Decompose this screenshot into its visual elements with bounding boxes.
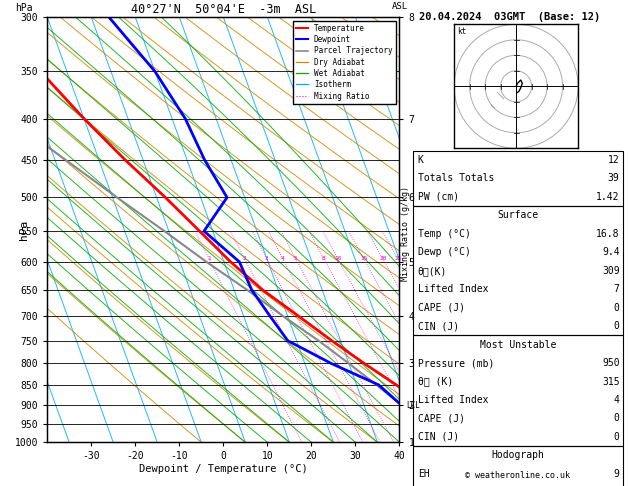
Text: 20.04.2024  03GMT  (Base: 12): 20.04.2024 03GMT (Base: 12) bbox=[419, 12, 600, 22]
Text: 8: 8 bbox=[322, 257, 326, 261]
Text: K: K bbox=[418, 155, 423, 165]
Text: CIN (J): CIN (J) bbox=[418, 432, 459, 442]
Text: 950: 950 bbox=[602, 358, 620, 368]
Text: 39: 39 bbox=[608, 174, 620, 183]
Text: 309: 309 bbox=[602, 266, 620, 276]
Text: 1: 1 bbox=[207, 257, 211, 261]
Text: 4: 4 bbox=[614, 395, 620, 405]
Text: PW (cm): PW (cm) bbox=[418, 192, 459, 202]
Text: 20: 20 bbox=[379, 257, 387, 261]
Text: Surface: Surface bbox=[498, 210, 538, 220]
Text: 16.8: 16.8 bbox=[596, 229, 620, 239]
Text: 3: 3 bbox=[265, 257, 269, 261]
Legend: Temperature, Dewpoint, Parcel Trajectory, Dry Adiabat, Wet Adiabat, Isotherm, Mi: Temperature, Dewpoint, Parcel Trajectory… bbox=[293, 21, 396, 104]
Text: 0: 0 bbox=[614, 303, 620, 312]
Text: CAPE (J): CAPE (J) bbox=[418, 303, 465, 312]
Text: 15: 15 bbox=[360, 257, 367, 261]
X-axis label: Dewpoint / Temperature (°C): Dewpoint / Temperature (°C) bbox=[139, 464, 308, 474]
Text: Most Unstable: Most Unstable bbox=[480, 340, 556, 349]
Text: 9: 9 bbox=[614, 469, 620, 479]
Text: CIN (J): CIN (J) bbox=[418, 321, 459, 331]
Text: Hodograph: Hodograph bbox=[491, 451, 545, 460]
Text: Mixing Ratio (g/kg): Mixing Ratio (g/kg) bbox=[401, 186, 410, 281]
Title: 40°27'N  50°04'E  -3m  ASL: 40°27'N 50°04'E -3m ASL bbox=[131, 3, 316, 16]
Text: θᴇ(K): θᴇ(K) bbox=[418, 266, 447, 276]
Text: 315: 315 bbox=[602, 377, 620, 386]
Text: EH: EH bbox=[418, 469, 430, 479]
Text: 9.4: 9.4 bbox=[602, 247, 620, 257]
Text: 0: 0 bbox=[614, 414, 620, 423]
Text: km
ASL: km ASL bbox=[391, 0, 408, 11]
Text: hPa: hPa bbox=[16, 3, 33, 13]
Text: 25: 25 bbox=[394, 257, 401, 261]
Text: Lifted Index: Lifted Index bbox=[418, 395, 488, 405]
Text: θᴇ (K): θᴇ (K) bbox=[418, 377, 453, 386]
Text: Temp (°C): Temp (°C) bbox=[418, 229, 470, 239]
Text: 1.42: 1.42 bbox=[596, 192, 620, 202]
Text: 5: 5 bbox=[294, 257, 298, 261]
Text: 4: 4 bbox=[281, 257, 285, 261]
Text: © weatheronline.co.uk: © weatheronline.co.uk bbox=[465, 471, 569, 480]
Text: Lifted Index: Lifted Index bbox=[418, 284, 488, 294]
Text: Dewp (°C): Dewp (°C) bbox=[418, 247, 470, 257]
Text: hPa: hPa bbox=[19, 220, 30, 240]
Text: 12: 12 bbox=[608, 155, 620, 165]
Text: 0: 0 bbox=[614, 432, 620, 442]
Text: kt: kt bbox=[457, 27, 467, 36]
Text: 7: 7 bbox=[614, 284, 620, 294]
Text: 10: 10 bbox=[334, 257, 342, 261]
Text: 0: 0 bbox=[614, 321, 620, 331]
Text: LCL: LCL bbox=[406, 400, 420, 410]
Text: 2: 2 bbox=[243, 257, 247, 261]
Text: Pressure (mb): Pressure (mb) bbox=[418, 358, 494, 368]
Text: CAPE (J): CAPE (J) bbox=[418, 414, 465, 423]
Text: Totals Totals: Totals Totals bbox=[418, 174, 494, 183]
